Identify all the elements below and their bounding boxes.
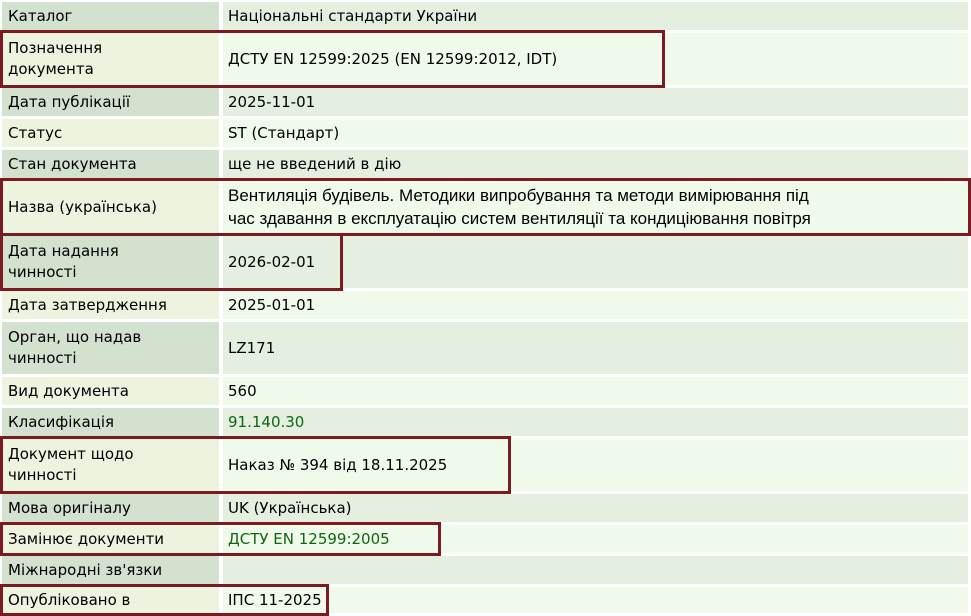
row-label: Назва (українська) bbox=[2, 181, 219, 233]
row-issuing-body: Орган, що надав чинності LZ171 bbox=[2, 322, 968, 374]
row-label: Опубліковано в bbox=[2, 587, 219, 613]
row-international-relations: Міжнародні зв'язки bbox=[2, 556, 968, 584]
row-status: Статус ST (Стандарт) bbox=[2, 119, 968, 147]
row-label: Вид документа bbox=[2, 377, 219, 405]
row-approval-date: Дата затвердження 2025-01-01 bbox=[2, 291, 968, 319]
row-label: Стан документа bbox=[2, 150, 219, 178]
row-effective-date: Дата надання чинності 2026-02-01 bbox=[0, 233, 968, 291]
classification-link[interactable]: 91.140.30 bbox=[228, 412, 305, 431]
replaced-document-link[interactable]: ДСТУ EN 12599:2005 bbox=[228, 529, 390, 548]
row-value: Наказ № 394 від 18.11.2025 bbox=[223, 439, 968, 491]
row-value: ДСТУ EN 12599:2005 bbox=[223, 525, 968, 553]
row-value: ДСТУ EN 12599:2025 (EN 12599:2012, IDT) bbox=[223, 33, 968, 85]
row-original-language: Мова оригіналу UK (Українська) bbox=[2, 494, 968, 522]
row-label: Каталог bbox=[2, 2, 219, 30]
row-classification: Класифікація 91.140.30 bbox=[2, 408, 968, 436]
row-label: Мова оригіналу bbox=[2, 494, 219, 522]
row-label: Дата затвердження bbox=[2, 291, 219, 319]
row-label: Позначення документа bbox=[2, 33, 219, 85]
row-designation: Позначення документа ДСТУ EN 12599:2025 … bbox=[0, 30, 968, 88]
row-value: 2026-02-01 bbox=[223, 236, 968, 288]
row-value: Національні стандарти України bbox=[223, 2, 968, 30]
row-value: ST (Стандарт) bbox=[223, 119, 968, 147]
row-label: Статус bbox=[2, 119, 219, 147]
row-value bbox=[223, 556, 968, 584]
row-label: Міжнародні зв'язки bbox=[2, 556, 219, 584]
row-label: Замінює документи bbox=[2, 525, 219, 553]
row-document-type: Вид документа 560 bbox=[2, 377, 968, 405]
row-replaces-documents: Замінює документи ДСТУ EN 12599:2005 bbox=[0, 522, 968, 556]
row-value: Вентиляція будівель. Методики випробуван… bbox=[223, 181, 968, 233]
row-publication-date: Дата публікації 2025-11-01 bbox=[2, 88, 968, 116]
row-value: 91.140.30 bbox=[223, 408, 968, 436]
row-document-state: Стан документа ще не введений в дію bbox=[2, 150, 968, 178]
row-label: Орган, що надав чинності bbox=[2, 322, 219, 374]
row-published-in: Опубліковано в ІПС 11-2025 bbox=[0, 584, 968, 616]
row-value: 560 bbox=[223, 377, 968, 405]
row-catalog: Каталог Національні стандарти України bbox=[2, 2, 968, 30]
row-value: ІПС 11-2025 bbox=[223, 587, 968, 613]
row-label: Класифікація bbox=[2, 408, 219, 436]
row-value: 2025-01-01 bbox=[223, 291, 968, 319]
row-value: 2025-11-01 bbox=[223, 88, 968, 116]
row-label: Дата публікації bbox=[2, 88, 219, 116]
row-title-ukrainian: Назва (українська) Вентиляція будівель. … bbox=[0, 178, 971, 236]
row-value: UK (Українська) bbox=[223, 494, 968, 522]
row-validity-document: Документ щодо чинності Наказ № 394 від 1… bbox=[0, 436, 968, 494]
row-value: LZ171 bbox=[223, 322, 968, 374]
row-label: Документ щодо чинності bbox=[2, 439, 219, 491]
row-value: ще не введений в дію bbox=[223, 150, 968, 178]
row-label: Дата надання чинності bbox=[2, 236, 219, 288]
